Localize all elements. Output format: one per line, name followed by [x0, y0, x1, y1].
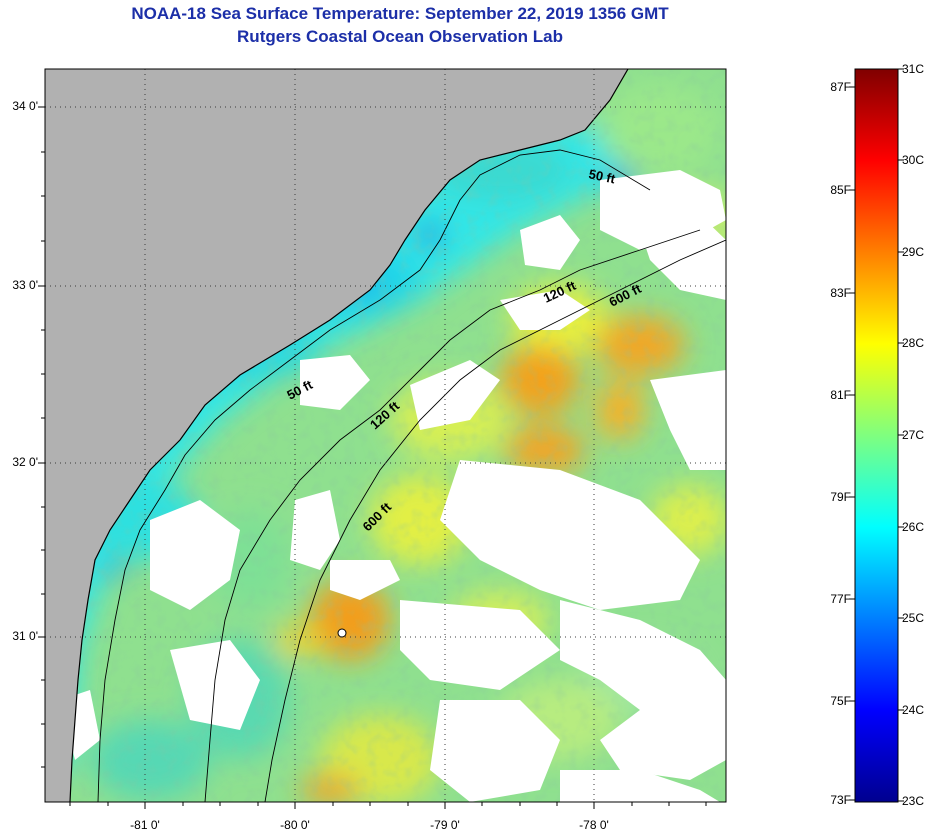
- colorbar-label-c: 25C: [902, 611, 925, 625]
- colorbar-label-c: 26C: [902, 520, 925, 534]
- isobath-lines: [97, 149, 726, 802]
- lon-label-80: -80 0': [280, 818, 310, 832]
- colorbar-label-f: 87F: [830, 80, 851, 94]
- lat-label-31: 31 0': [12, 629, 38, 643]
- lat-label-34: 34 0': [12, 99, 38, 113]
- colorbar-ticks: [849, 68, 904, 802]
- isobath-120ft-line: [204, 229, 701, 802]
- colorbar-label-c: 27C: [902, 428, 925, 442]
- colorbar-label-c: 30C: [902, 153, 925, 167]
- colorbar: [854, 68, 899, 803]
- isobath-600ft-line: [264, 239, 726, 802]
- isolated-contour-ring: [337, 628, 347, 638]
- colorbar-label-f: 85F: [830, 183, 851, 197]
- colorbar-label-c: 23C: [902, 794, 925, 808]
- map-plot-area: 50 ft 50 ft 120 ft 120 ft 600 ft 600 ft: [45, 69, 726, 802]
- land-mass: [45, 69, 628, 802]
- lon-label-78: -78 0': [579, 818, 609, 832]
- lon-label-79: -79 0': [430, 818, 460, 832]
- colorbar-label-c: 24C: [902, 703, 925, 717]
- colorbar-label-c: 28C: [902, 336, 925, 350]
- axis-ticks: [38, 106, 707, 809]
- isobath-50ft-line: [97, 149, 651, 802]
- colorbar-label-f: 73F: [830, 793, 851, 807]
- colorbar-label-c: 29C: [902, 245, 925, 259]
- colorbar-label-f: 81F: [830, 388, 851, 402]
- colorbar-label-f: 77F: [830, 592, 851, 606]
- graticule: [45, 69, 726, 802]
- map-subtitle: Rutgers Coastal Ocean Observation Lab: [237, 27, 563, 46]
- colorbar-label-f: 83F: [830, 286, 851, 300]
- map-title: NOAA-18 Sea Surface Temperature: Septemb…: [131, 4, 669, 23]
- colorbar-label-f: 79F: [830, 490, 851, 504]
- coastline: [69, 69, 629, 802]
- isobath-label-50ft-north: 50 ft: [587, 166, 617, 186]
- colorbar-label-f: 75F: [830, 694, 851, 708]
- colorbar-label-c: 31C: [902, 62, 925, 76]
- map-frame: [44, 68, 727, 803]
- lat-label-32: 32 0': [12, 455, 38, 469]
- lon-label-81: -81 0': [130, 818, 160, 832]
- lat-label-33: 33 0': [12, 278, 38, 292]
